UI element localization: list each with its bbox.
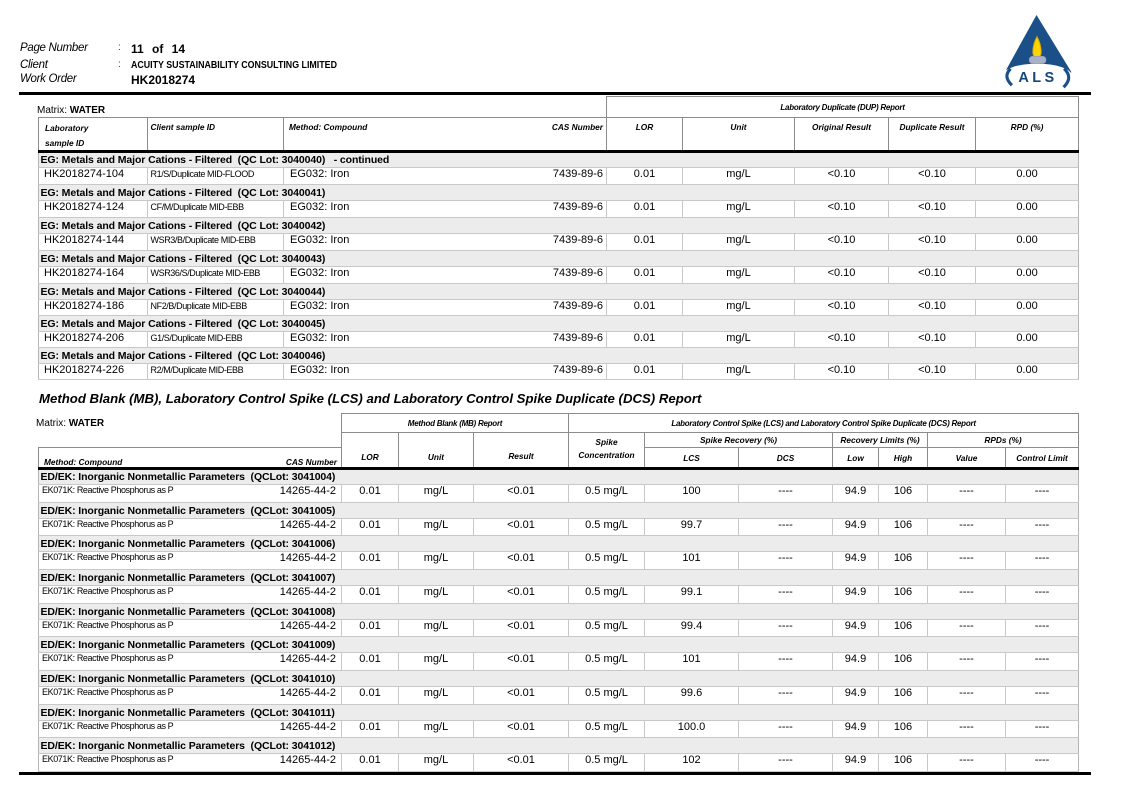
svg-text:ALS: ALS — [1018, 70, 1057, 86]
